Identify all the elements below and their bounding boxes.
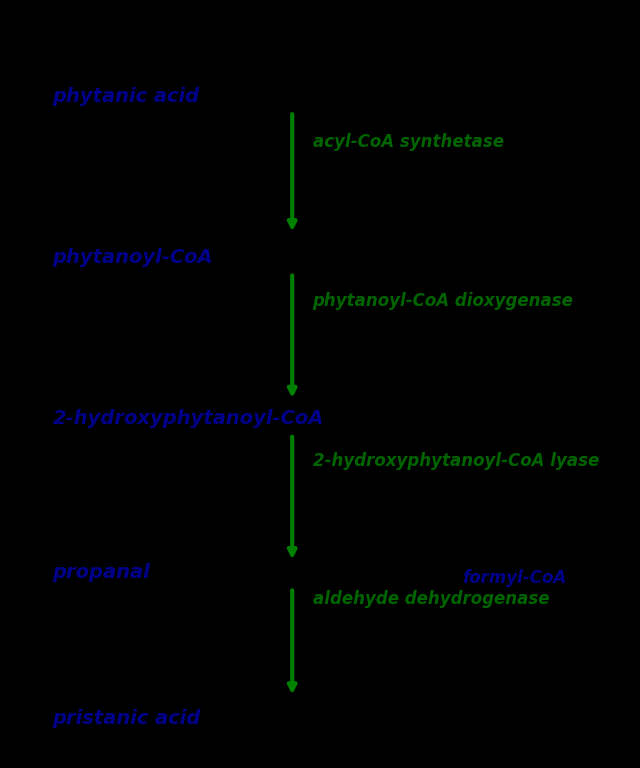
Text: phytanoyl-CoA dioxygenase: phytanoyl-CoA dioxygenase bbox=[313, 292, 573, 310]
Text: formyl-CoA: formyl-CoA bbox=[463, 568, 567, 587]
Text: aldehyde dehydrogenase: aldehyde dehydrogenase bbox=[313, 590, 549, 608]
Text: propanal: propanal bbox=[52, 563, 150, 581]
Text: 2-hydroxyphytanoyl-CoA lyase: 2-hydroxyphytanoyl-CoA lyase bbox=[313, 452, 599, 470]
Text: pristanic acid: pristanic acid bbox=[52, 709, 201, 727]
Text: phytanoyl-CoA: phytanoyl-CoA bbox=[52, 248, 213, 266]
Text: acyl-CoA synthetase: acyl-CoA synthetase bbox=[313, 133, 504, 151]
Text: phytanic acid: phytanic acid bbox=[52, 87, 200, 105]
Text: 2-hydroxyphytanoyl-CoA: 2-hydroxyphytanoyl-CoA bbox=[52, 409, 324, 428]
